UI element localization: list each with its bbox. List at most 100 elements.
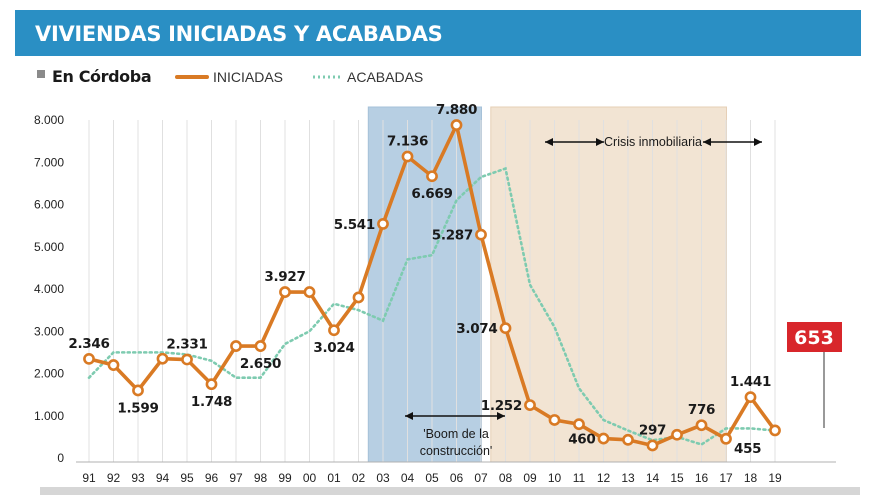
x-tick-label: 09 bbox=[523, 471, 537, 485]
x-tick-label: 96 bbox=[205, 471, 219, 485]
x-tick-label: 99 bbox=[278, 471, 292, 485]
x-tick-label: 94 bbox=[156, 471, 170, 485]
x-tick-label: 98 bbox=[254, 471, 268, 485]
data-label: 2.346 bbox=[68, 336, 109, 352]
iniciadas-point bbox=[426, 170, 438, 183]
y-tick-label: 3.000 bbox=[34, 324, 64, 338]
crisis-annotation: Crisis inmobiliaria bbox=[604, 135, 702, 149]
highlight-value: 653 bbox=[794, 327, 834, 349]
y-tick-label: 5.000 bbox=[34, 240, 64, 254]
data-label: 1.748 bbox=[191, 394, 232, 410]
legend-acabadas-label: ACABADAS bbox=[347, 69, 423, 85]
x-tick-label: 18 bbox=[744, 471, 758, 485]
data-label: 1.252 bbox=[481, 398, 522, 414]
data-label: 460 bbox=[568, 432, 595, 448]
data-label: 455 bbox=[734, 441, 761, 457]
x-tick-label: 06 bbox=[450, 471, 464, 485]
x-tick-label: 08 bbox=[499, 471, 513, 485]
data-label: 297 bbox=[639, 422, 666, 438]
iniciadas-point bbox=[156, 352, 169, 365]
iniciadas-point bbox=[499, 322, 512, 335]
y-tick-label: 1.000 bbox=[34, 409, 64, 423]
x-tick-label: 05 bbox=[425, 471, 439, 485]
y-tick-label: 6.000 bbox=[34, 198, 64, 212]
footer-strip bbox=[40, 487, 860, 495]
x-tick-label: 13 bbox=[621, 471, 635, 485]
bands-layer bbox=[367, 106, 727, 463]
iniciadas-point bbox=[720, 432, 732, 445]
x-tick-label: 15 bbox=[670, 471, 684, 485]
iniciadas-point bbox=[401, 150, 414, 163]
data-label: 3.927 bbox=[264, 269, 305, 285]
y-tick-label: 8.000 bbox=[34, 113, 64, 127]
iniciadas-point bbox=[303, 286, 316, 298]
x-tick-label: 91 bbox=[82, 471, 96, 485]
x-tick-label: 10 bbox=[548, 471, 562, 485]
data-label: 7.136 bbox=[387, 134, 428, 150]
x-tick-label: 07 bbox=[474, 471, 488, 485]
iniciadas-point bbox=[254, 340, 267, 352]
x-tick-label: 95 bbox=[180, 471, 194, 485]
iniciadas-point bbox=[230, 340, 242, 352]
data-label: 5.287 bbox=[432, 228, 473, 244]
iniciadas-point bbox=[695, 419, 708, 432]
x-axis-ticks: 91 92 93 94 95 96 97 98 99 00 01 02 03 04 05 06 07 08 09 10… bbox=[82, 471, 782, 485]
grid-layer bbox=[76, 120, 836, 463]
x-tick-label: 92 bbox=[107, 471, 121, 485]
data-label: 3.074 bbox=[456, 321, 497, 337]
x-tick-label: 00 bbox=[303, 471, 317, 485]
iniciadas-point bbox=[132, 384, 144, 397]
iniciadas-point bbox=[205, 378, 218, 391]
iniciadas-point bbox=[671, 428, 683, 441]
boom-arrow-head-left bbox=[405, 412, 413, 420]
iniciadas-point bbox=[548, 414, 561, 426]
boom-annotation-line1: 'Boom de la bbox=[423, 427, 489, 441]
crisis-arrow-left-head-left bbox=[545, 138, 553, 146]
y-axis-ticks: 0 1.000 2.000 3.000 4.000 5.000 6.000 7.000 8.00… bbox=[34, 113, 64, 465]
boom-arrow-head-right bbox=[497, 412, 505, 420]
legend-region-title: En Córdoba bbox=[52, 67, 151, 86]
legend-iniciadas-label: INICIADAS bbox=[213, 69, 283, 85]
y-tick-label: 2.000 bbox=[34, 367, 64, 381]
x-tick-label: 12 bbox=[597, 471, 611, 485]
data-label: 6.669 bbox=[411, 186, 452, 202]
iniciadas-point bbox=[475, 228, 487, 241]
iniciadas-point bbox=[524, 399, 536, 412]
iniciadas-point bbox=[377, 217, 389, 230]
series-acabadas-line bbox=[87, 166, 777, 446]
data-label: 776 bbox=[688, 402, 715, 418]
data-label: 2.650 bbox=[240, 356, 281, 372]
iniciadas-point bbox=[352, 291, 365, 304]
iniciadas-point bbox=[573, 418, 585, 431]
x-tick-label: 11 bbox=[573, 471, 586, 485]
x-tick-label: 02 bbox=[352, 471, 366, 485]
y-tick-label: 4.000 bbox=[34, 282, 64, 296]
band-boom bbox=[367, 106, 482, 463]
boom-annotation-line2: construcción' bbox=[420, 444, 493, 458]
x-tick-label: 19 bbox=[768, 471, 782, 485]
legend-square-icon bbox=[37, 70, 45, 78]
header-bar bbox=[15, 10, 861, 56]
iniciadas-point bbox=[450, 119, 463, 131]
iniciadas-point bbox=[83, 352, 95, 365]
x-tick-label: 03 bbox=[376, 471, 390, 485]
iniciadas-point bbox=[181, 353, 193, 366]
chart-title: VIVIENDAS INICIADAS Y ACABADAS bbox=[35, 22, 442, 46]
data-labels-layer: 2.346 1.599 2.331 1.748 2.650 3.927 3.024 5.541… bbox=[68, 102, 771, 457]
iniciadas-point bbox=[328, 324, 340, 337]
iniciadas-point bbox=[107, 359, 120, 371]
data-label: 2.331 bbox=[166, 337, 207, 353]
crisis-arrow-left-head-right bbox=[596, 138, 604, 146]
x-tick-label: 04 bbox=[401, 471, 415, 485]
x-tick-label: 93 bbox=[131, 471, 145, 485]
iniciadas-point bbox=[646, 439, 659, 452]
crisis-arrow-right-head-left bbox=[703, 138, 711, 146]
x-tick-label: 16 bbox=[695, 471, 709, 485]
highlight-badge bbox=[787, 322, 842, 352]
y-tick-label: 7.000 bbox=[34, 155, 64, 169]
iniciadas-point bbox=[769, 424, 781, 437]
data-label: 3.024 bbox=[313, 340, 354, 356]
data-label: 7.880 bbox=[436, 102, 477, 118]
y-tick-label: 0 bbox=[57, 451, 64, 465]
